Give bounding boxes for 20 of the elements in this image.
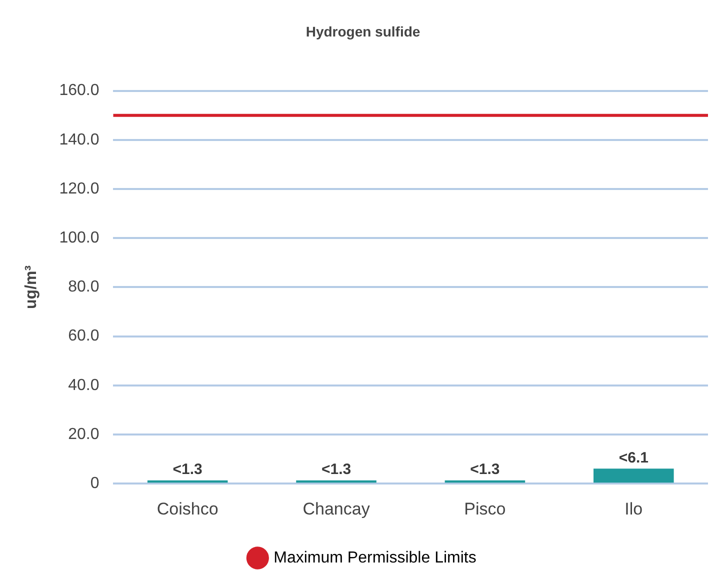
chart-title: Hydrogen sulfide bbox=[306, 23, 420, 40]
y-tick-label: 140.0 bbox=[59, 131, 100, 148]
y-axis-title: ug/m³ bbox=[23, 265, 40, 309]
y-tick-label: 60.0 bbox=[68, 328, 100, 345]
y-tick-label: 100.0 bbox=[59, 230, 100, 247]
data-label: <1.3 bbox=[321, 461, 352, 478]
data-label: <6.1 bbox=[618, 449, 648, 466]
x-tick-label: Pisco bbox=[464, 499, 506, 518]
x-tick-label: Chancay bbox=[302, 499, 370, 518]
y-tick-label: 120.0 bbox=[59, 180, 100, 198]
y-tick-label: 0 bbox=[90, 475, 100, 492]
legend-label: Maximum Permissible Limits bbox=[274, 549, 476, 566]
data-label: <1.3 bbox=[470, 461, 500, 478]
y-tick-label: 20.0 bbox=[68, 426, 100, 443]
x-tick-label: Coishco bbox=[156, 499, 218, 518]
y-tick-label: 40.0 bbox=[68, 376, 100, 394]
data-label: <1.3 bbox=[172, 461, 202, 478]
x-tick-label: Ilo bbox=[624, 499, 643, 518]
y-tick-label: 160.0 bbox=[59, 82, 100, 100]
y-tick-label: 80.0 bbox=[68, 278, 100, 296]
